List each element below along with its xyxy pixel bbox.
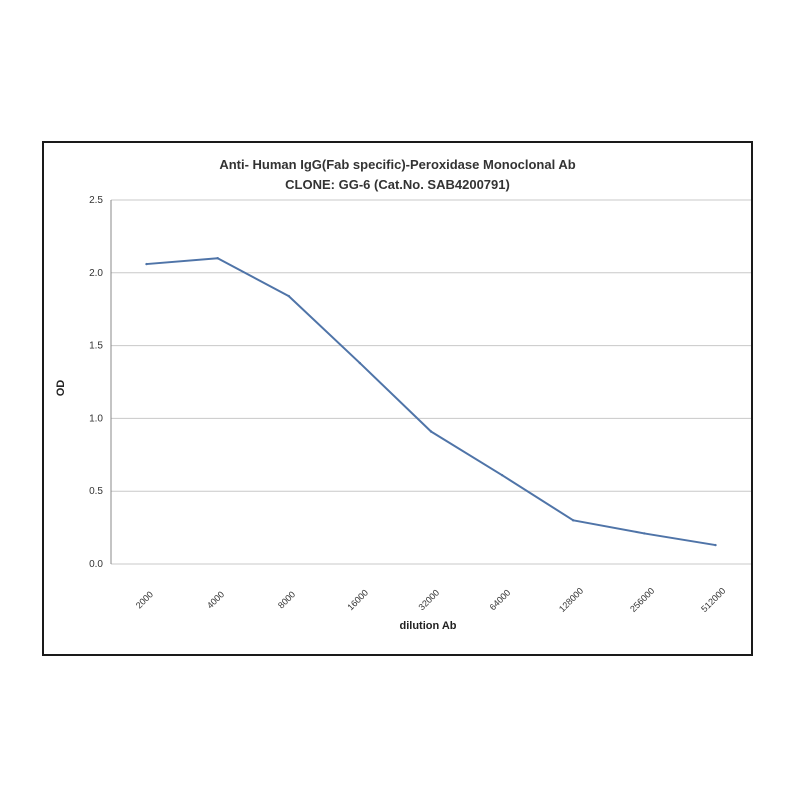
x-tick-label: 32000	[416, 587, 441, 612]
x-tick-label: 256000	[628, 586, 656, 614]
data-point	[643, 532, 646, 535]
data-point	[145, 262, 148, 266]
data-point	[500, 473, 504, 477]
data-point	[287, 294, 290, 298]
x-tick-label: 128000	[557, 586, 585, 614]
label-layer: 0.0 0.5 1.0 1.5 2.0 2.5 2000 4000 8000 16000 32000…	[89, 195, 727, 614]
data-point	[714, 543, 717, 547]
x-tick-label: 64000	[488, 587, 513, 612]
x-tick-label: 4000	[205, 589, 226, 610]
data-point	[358, 361, 362, 365]
line-chart: 0.0 0.5 1.0 1.5 2.0 2.5 2000 4000 8000 16000 32000…	[55, 195, 751, 632]
y-tick-label: 2.0	[89, 268, 103, 279]
y-tick-label: 0.0	[89, 559, 103, 570]
data-point	[216, 257, 219, 260]
x-axis-label: dilution Ab	[399, 620, 456, 632]
x-tick-label: 2000	[134, 589, 155, 610]
series-layer	[145, 257, 717, 547]
y-tick-label: 0.5	[89, 486, 103, 497]
data-point	[429, 430, 433, 433]
x-tick-label: 512000	[699, 586, 727, 614]
chart-frame: Anti- Human IgG(Fab specific)-Peroxidase…	[42, 141, 753, 656]
x-tick-label: 16000	[345, 587, 370, 612]
y-tick-label: 1.5	[89, 341, 103, 352]
y-axis-label: OD	[55, 380, 67, 397]
y-tick-label: 2.5	[89, 195, 103, 206]
x-tick-label: 8000	[276, 589, 297, 610]
grid-layer	[111, 199, 751, 565]
chart-subtitle: CLONE: GG-6 (Cat.No. SAB4200791)	[285, 177, 510, 192]
y-tick-label: 1.0	[89, 413, 103, 424]
data-point	[572, 519, 575, 522]
series-line	[145, 257, 717, 547]
chart-title: Anti- Human IgG(Fab specific)-Peroxidase…	[219, 157, 576, 172]
